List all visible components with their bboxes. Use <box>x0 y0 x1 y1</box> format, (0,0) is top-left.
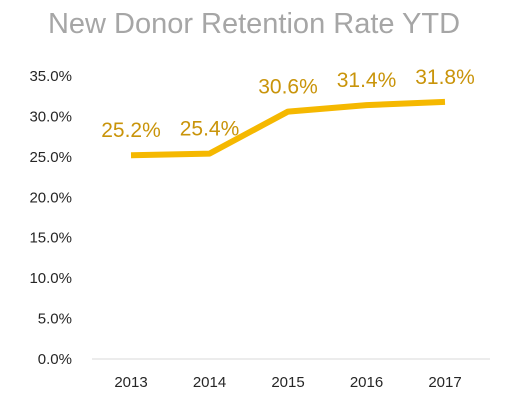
x-tick-label: 2017 <box>428 374 461 391</box>
x-tick-label: 2013 <box>114 374 147 391</box>
data-label: 31.8% <box>415 66 475 89</box>
series-line <box>130 98 446 159</box>
x-tick-label: 2016 <box>350 374 383 391</box>
y-tick-label: 30.0% <box>29 108 72 125</box>
chart-title: New Donor Retention Rate YTD <box>48 8 460 40</box>
y-tick-label: 0.0% <box>38 351 72 368</box>
x-tick-label: 2014 <box>193 374 226 391</box>
y-tick-label: 15.0% <box>29 230 72 247</box>
y-tick-label: 5.0% <box>38 311 72 328</box>
x-tick-label: 2015 <box>271 374 304 391</box>
y-axis-tick-labels: 0.0% 5.0% 10.0% 15.0% 20.0% 25.0% 30.0% 35.0% <box>29 68 72 368</box>
data-label: 30.6% <box>258 76 318 99</box>
data-label: 25.4% <box>180 118 240 141</box>
data-label: 25.2% <box>101 119 161 142</box>
data-labels: 25.2% 25.4% 30.6% 31.4% 31.8% <box>101 66 475 142</box>
y-tick-label: 25.0% <box>29 149 72 166</box>
y-tick-label: 35.0% <box>29 68 72 85</box>
series-layer <box>130 98 446 159</box>
x-axis-tick-labels: 2013 2014 2015 2016 2017 <box>114 374 461 391</box>
y-tick-label: 20.0% <box>29 189 72 206</box>
y-tick-label: 10.0% <box>29 270 72 287</box>
data-label: 31.4% <box>337 69 397 92</box>
